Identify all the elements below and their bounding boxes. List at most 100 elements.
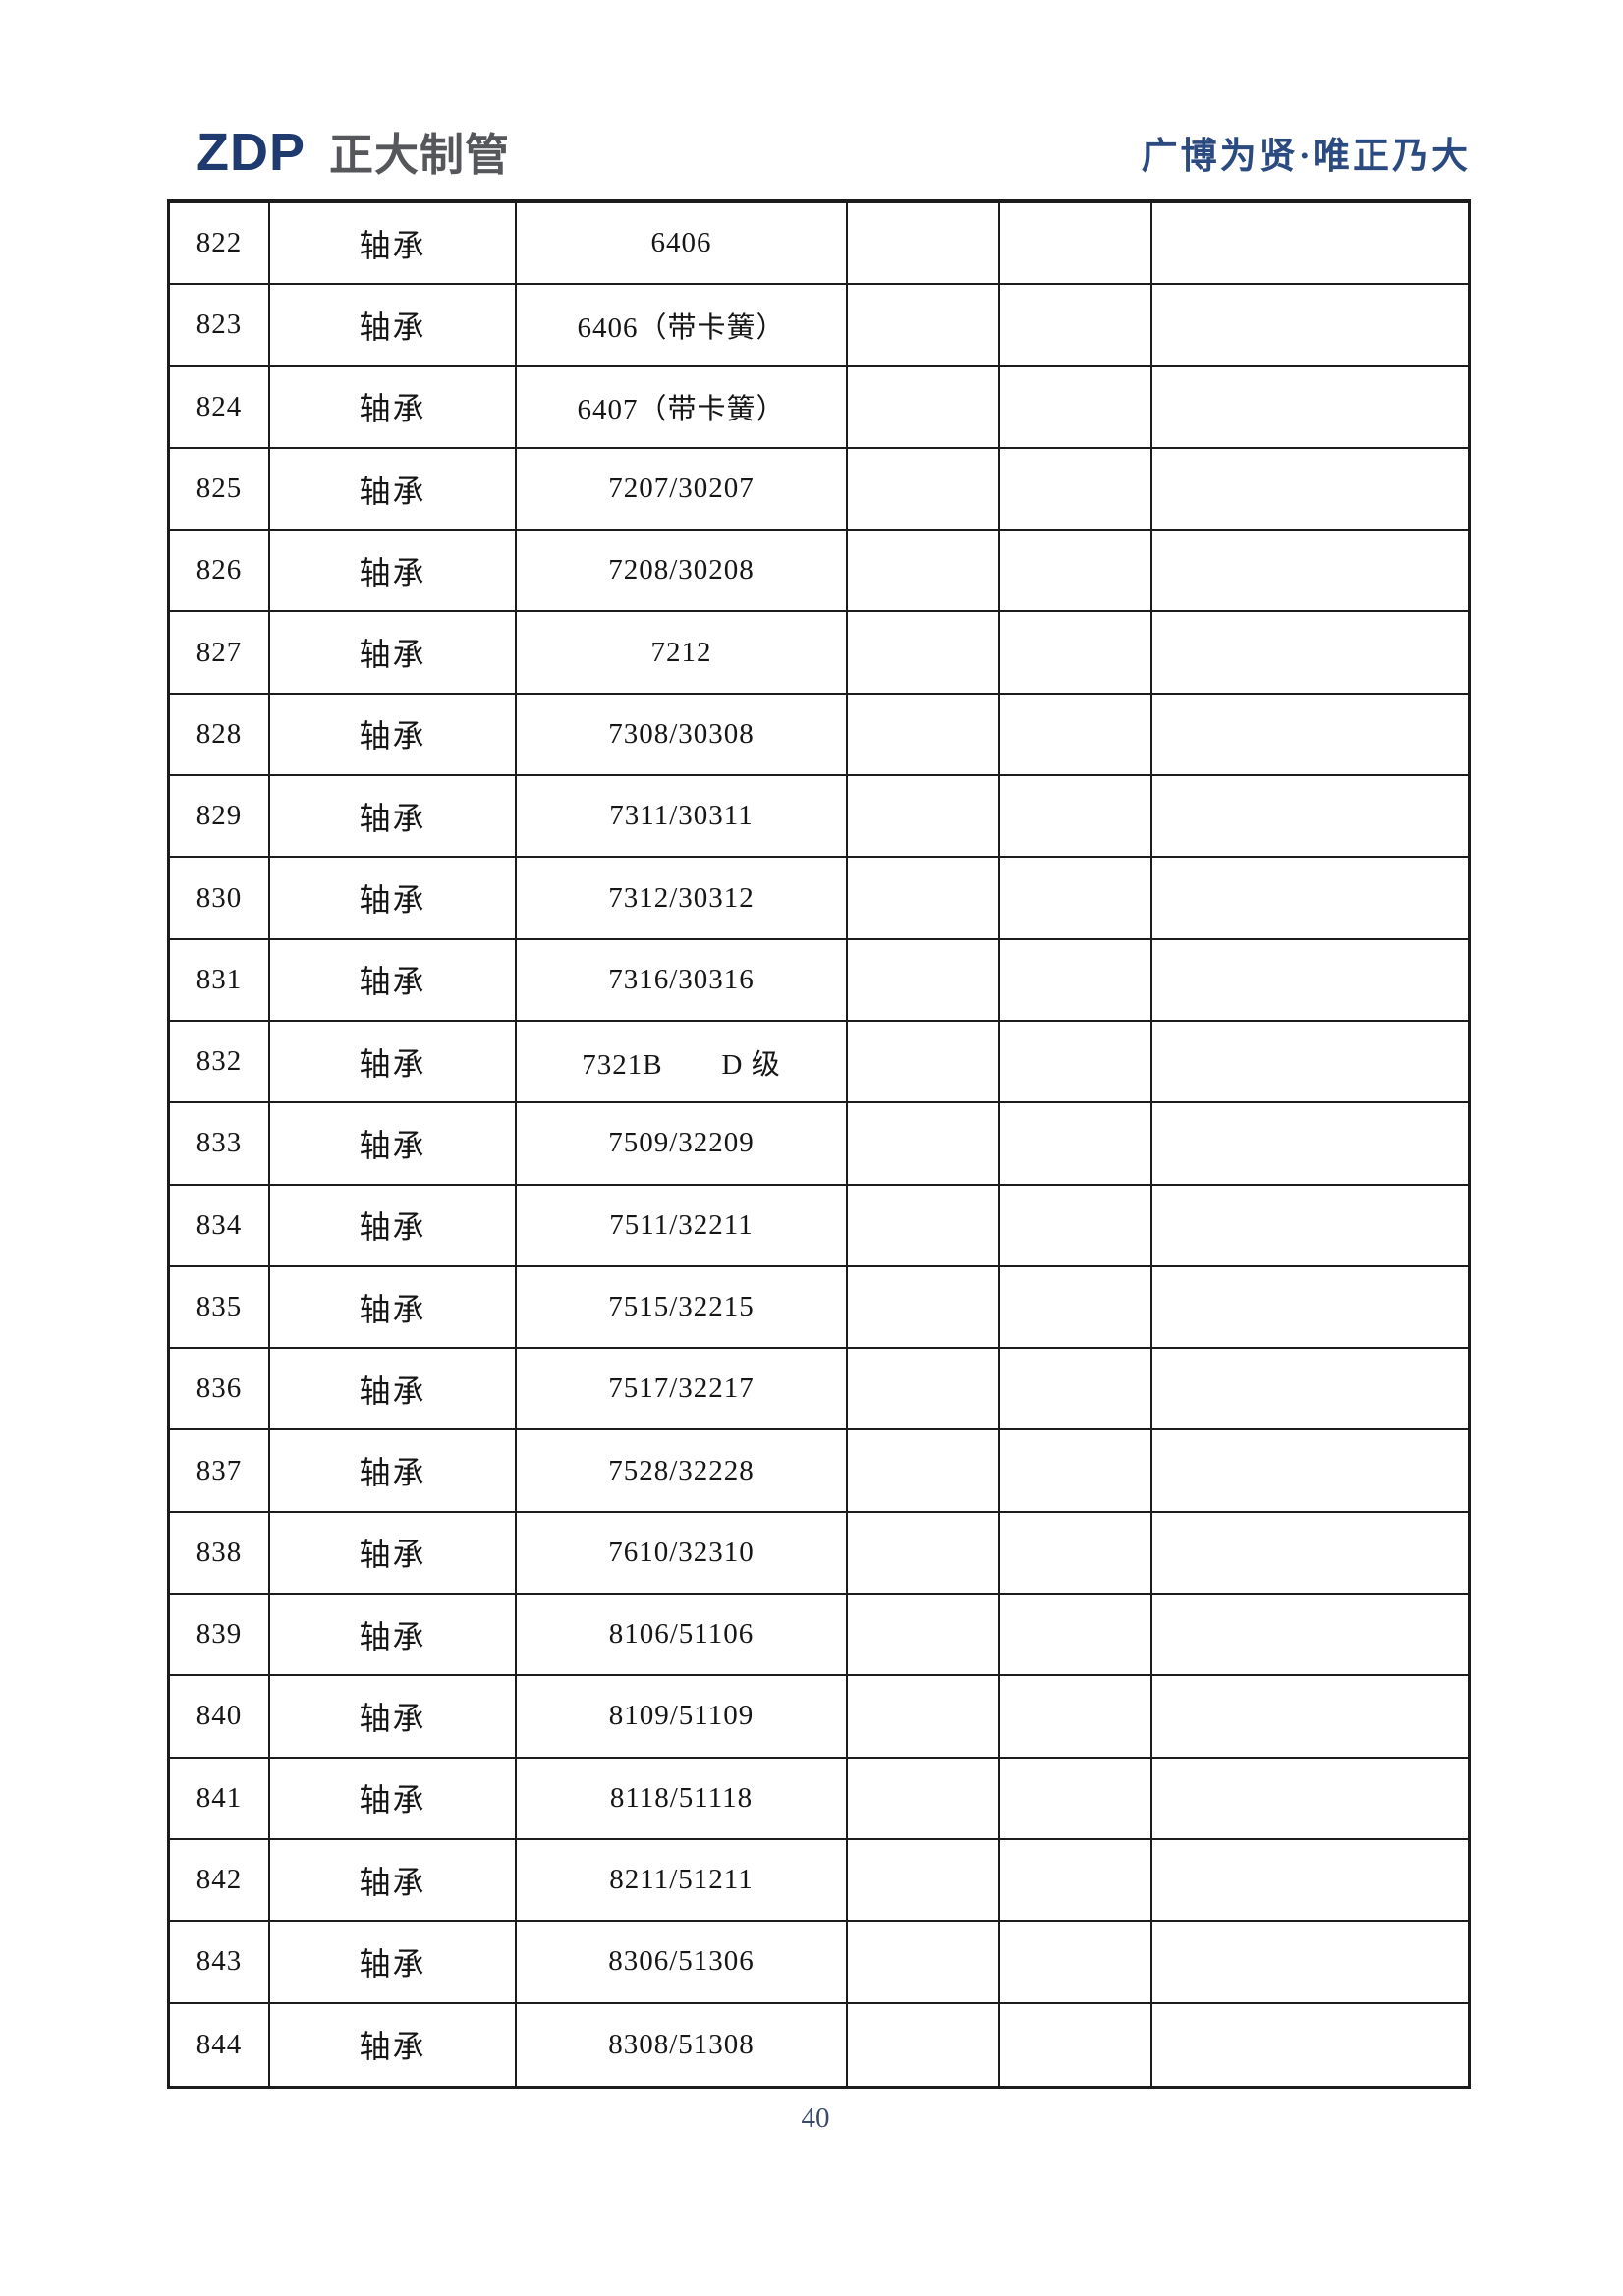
cell-row-number: 828	[170, 694, 270, 777]
table-row: 826 轴承 7208/30208	[170, 531, 1468, 613]
cell-empty-2	[1000, 1512, 1152, 1596]
cell-row-number: 844	[170, 2003, 270, 2086]
cell-empty-3	[1152, 285, 1468, 367]
cell-part-name: 轴承	[270, 1595, 517, 1677]
cell-empty-3	[1152, 1840, 1468, 1923]
cell-part-name: 轴承	[270, 203, 517, 286]
cell-empty-2	[1000, 612, 1152, 695]
cell-empty-2	[1000, 1758, 1152, 1840]
cell-part-name: 轴承	[270, 1349, 517, 1431]
table-row: 840 轴承 8109/51109	[170, 1676, 1468, 1759]
cell-empty-1	[848, 448, 1000, 532]
table-row: 828 轴承 7308/30308	[170, 694, 1468, 777]
cell-empty-2	[1000, 1430, 1152, 1513]
cell-empty-3	[1152, 1103, 1468, 1186]
cell-part-name: 轴承	[270, 1021, 517, 1104]
table-row: 834 轴承 7511/32211	[170, 1185, 1468, 1267]
cell-empty-2	[1000, 1021, 1152, 1104]
cell-empty-1	[848, 1758, 1000, 1840]
cell-empty-2	[1000, 531, 1152, 613]
cell-part-name: 轴承	[270, 776, 517, 859]
cell-empty-2	[1000, 1595, 1152, 1677]
cell-empty-2	[1000, 1103, 1152, 1186]
table-row: 838 轴承 7610/32310	[170, 1512, 1468, 1596]
cell-part-model: 7316/30316	[517, 939, 848, 1022]
cell-empty-1	[848, 1676, 1000, 1759]
cell-part-name: 轴承	[270, 285, 517, 367]
cell-empty-3	[1152, 1676, 1468, 1759]
cell-empty-1	[848, 1512, 1000, 1596]
cell-part-model: 7528/32228	[517, 1430, 848, 1513]
cell-empty-1	[848, 1103, 1000, 1186]
cell-empty-2	[1000, 1676, 1152, 1759]
cell-row-number: 825	[170, 448, 270, 532]
cell-row-number: 823	[170, 285, 270, 367]
cell-empty-2	[1000, 366, 1152, 449]
table-row: 827 轴承 7212	[170, 612, 1468, 695]
cell-empty-3	[1152, 1759, 1468, 1840]
cell-empty-2	[1000, 1266, 1152, 1350]
table-row: 837 轴承 7528/32228	[170, 1430, 1468, 1513]
cell-part-model: 7509/32209	[517, 1103, 848, 1186]
table-row: 833 轴承 7509/32209	[170, 1103, 1468, 1186]
cell-empty-1	[848, 858, 1000, 940]
cell-empty-1	[848, 694, 1000, 777]
table-row: 832 轴承 7321B D 级	[170, 1021, 1468, 1104]
cell-empty-1	[848, 1922, 1000, 2004]
logo-company-name: 正大制管	[329, 130, 511, 180]
cell-empty-3	[1152, 2004, 1468, 2086]
cell-empty-3	[1152, 612, 1468, 695]
cell-row-number: 839	[170, 1595, 270, 1677]
cell-empty-1	[848, 1266, 1000, 1350]
cell-empty-3	[1152, 1595, 1468, 1677]
table-row: 841 轴承 8118/51118	[170, 1758, 1468, 1840]
cell-empty-1	[848, 366, 1000, 449]
cell-part-name: 轴承	[270, 531, 517, 613]
cell-empty-3	[1152, 203, 1468, 286]
cell-row-number: 830	[170, 858, 270, 940]
cell-empty-2	[1000, 448, 1152, 532]
cell-row-number: 827	[170, 612, 270, 695]
cell-empty-2	[1000, 858, 1152, 940]
cell-part-model: 7311/30311	[517, 776, 848, 859]
cell-row-number: 843	[170, 1922, 270, 2004]
table-row: 822 轴承 6406	[170, 203, 1468, 286]
cell-empty-2	[1000, 2003, 1152, 2086]
cell-row-number: 836	[170, 1349, 270, 1431]
table-row: 825 轴承 7207/30207	[170, 448, 1468, 532]
cell-empty-3	[1152, 858, 1468, 940]
cell-empty-2	[1000, 694, 1152, 777]
cell-part-model: 6406	[517, 203, 848, 286]
table-row: 842 轴承 8211/51211	[170, 1839, 1468, 1923]
cell-part-name: 轴承	[270, 1839, 517, 1923]
cell-empty-3	[1152, 531, 1468, 613]
cell-part-name: 轴承	[270, 694, 517, 777]
cell-row-number: 841	[170, 1758, 270, 1840]
cell-part-model: 7515/32215	[517, 1266, 848, 1350]
table-row: 836 轴承 7517/32217	[170, 1349, 1468, 1431]
cell-empty-3	[1152, 1349, 1468, 1431]
parts-table: 822 轴承 6406 823 轴承 6406（带卡簧） 824 轴承 6407…	[167, 199, 1471, 2089]
cell-empty-3	[1152, 1022, 1468, 1104]
cell-empty-2	[1000, 1922, 1152, 2004]
cell-part-model: 6406（带卡簧）	[517, 285, 848, 367]
cell-part-name: 轴承	[270, 1512, 517, 1596]
cell-empty-3	[1152, 367, 1468, 449]
cell-part-name: 轴承	[270, 366, 517, 449]
cell-row-number: 832	[170, 1021, 270, 1104]
cell-empty-3	[1152, 776, 1468, 859]
cell-row-number: 829	[170, 776, 270, 859]
cell-empty-2	[1000, 1349, 1152, 1431]
cell-row-number: 833	[170, 1103, 270, 1186]
table-row: 844 轴承 8308/51308	[170, 2003, 1468, 2086]
cell-part-model: 8306/51306	[517, 1922, 848, 2004]
cell-empty-2	[1000, 203, 1152, 286]
cell-empty-3	[1152, 1186, 1468, 1267]
cell-empty-1	[848, 285, 1000, 367]
cell-row-number: 840	[170, 1676, 270, 1759]
cell-part-name: 轴承	[270, 1758, 517, 1840]
cell-part-model: 7517/32217	[517, 1349, 848, 1431]
logo-zdp-mark: ZDP	[196, 123, 306, 182]
cell-empty-2	[1000, 939, 1152, 1022]
cell-part-name: 轴承	[270, 1266, 517, 1350]
